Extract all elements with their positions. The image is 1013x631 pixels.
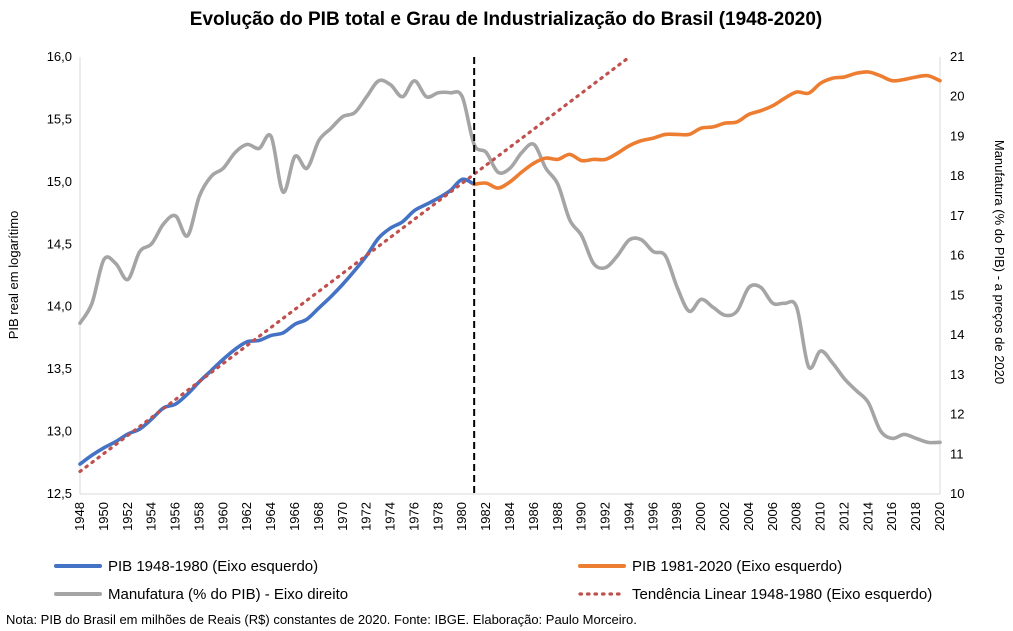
x-tick-label: 2010 [813, 502, 828, 531]
x-tick-label: 1984 [502, 502, 517, 531]
x-tick-label: 1978 [430, 502, 445, 531]
right-tick-label: 19 [950, 128, 964, 143]
legend-item-pib-1981-2020: PIB 1981-2020 (Eixo esquerdo) [578, 558, 842, 575]
right-tick-label: 15 [950, 287, 964, 302]
x-tick-label: 1980 [454, 502, 469, 531]
x-tick-label: 2020 [932, 502, 947, 531]
x-tick-label: 1952 [120, 502, 135, 531]
right-tick-label: 21 [950, 49, 964, 64]
trend-line [78, 55, 632, 474]
legend-item-pib-1948-1980: PIB 1948-1980 (Eixo esquerdo) [54, 558, 318, 575]
legend-item-manufatura: Manufatura (% do PIB) - Eixo direito [54, 586, 348, 603]
right-tick-label: 20 [950, 89, 964, 104]
x-tick-label: 2006 [765, 502, 780, 531]
legend-label: Tendência Linear 1948-1980 (Eixo esquerd… [632, 586, 932, 603]
x-tick-label: 1990 [574, 502, 589, 531]
x-tick-label: 2004 [741, 502, 756, 531]
right-tick-label: 16 [950, 248, 964, 263]
x-tick-label: 2008 [789, 502, 804, 531]
left-tick-label: 15,0 [47, 174, 72, 189]
x-tick-label: 2000 [693, 502, 708, 531]
x-tick-label: 1948 [72, 502, 87, 531]
x-tick-label: 1954 [144, 502, 159, 531]
chart-title: Evolução do PIB total e Grau de Industri… [190, 9, 822, 30]
right-tick-label: 12 [950, 407, 964, 422]
legend-item-trend: Tendência Linear 1948-1980 (Eixo esquerd… [578, 586, 932, 603]
left-tick-label: 12,5 [47, 486, 72, 501]
left-tick-label: 16,0 [47, 49, 72, 64]
left-tick-label: 13,0 [47, 424, 72, 439]
x-tick-label: 1976 [406, 502, 421, 531]
x-tick-label: 1950 [96, 502, 111, 531]
right-tick-label: 11 [950, 446, 964, 461]
x-tick-label: 1994 [621, 502, 636, 531]
manufatura-line [78, 78, 942, 445]
x-tick-label: 1988 [550, 502, 565, 531]
x-tick-label: 1960 [215, 502, 230, 531]
x-tick-label: 1974 [383, 502, 398, 531]
pib-1948-1980-line [78, 177, 476, 466]
x-tick-label: 1964 [263, 502, 278, 531]
right-tick-label: 18 [950, 168, 964, 183]
x-tick-label: 2016 [884, 502, 899, 531]
plot-area: 12,5 13,0 13,5 14,0 14,5 15,0 15,5 16,0 10 11 12 13… [47, 49, 965, 531]
left-tick-label: 14,5 [47, 236, 72, 251]
x-tick-label: 1992 [598, 502, 613, 531]
right-axis-label: Manufatura (% do PIB) - a preços de 2020 [992, 140, 1007, 384]
x-tick-label: 1970 [335, 502, 350, 531]
x-tick-label: 1962 [239, 502, 254, 531]
right-tick-label: 14 [950, 327, 964, 342]
x-tick-label: 1982 [478, 502, 493, 531]
x-tick-label: 1986 [526, 502, 541, 531]
x-tick-label: 2002 [717, 502, 732, 531]
legend-label: Manufatura (% do PIB) - Eixo direito [108, 586, 348, 603]
left-tick-label: 15,5 [47, 111, 72, 126]
left-tick-label: 14,0 [47, 299, 72, 314]
chart-note: Nota: PIB do Brasil em milhões de Reais … [6, 612, 637, 627]
pib-1981-2020-line [472, 70, 942, 190]
x-tick-label: 1968 [311, 502, 326, 531]
x-tick-label: 1998 [669, 502, 684, 531]
right-tick-label: 17 [950, 208, 964, 223]
x-tick-label: 2018 [908, 502, 923, 531]
legend-label: PIB 1948-1980 (Eixo esquerdo) [108, 558, 318, 575]
legend-label: PIB 1981-2020 (Eixo esquerdo) [632, 558, 842, 575]
left-tick-label: 13,5 [47, 361, 72, 376]
x-tick-label: 1956 [168, 502, 183, 531]
legend: PIB 1948-1980 (Eixo esquerdo) PIB 1981-20… [54, 558, 932, 603]
right-tick-label: 13 [950, 367, 964, 382]
x-tick-label: 2012 [836, 502, 851, 531]
x-tick-label: 1996 [645, 502, 660, 531]
x-tick-label: 1958 [191, 502, 206, 531]
right-tick-label: 10 [950, 486, 964, 501]
x-tick-label: 1972 [359, 502, 374, 531]
left-axis-label: PIB real em logarítimo [6, 211, 21, 340]
x-tick-label: 2014 [860, 502, 875, 531]
x-tick-label: 1966 [287, 502, 302, 531]
